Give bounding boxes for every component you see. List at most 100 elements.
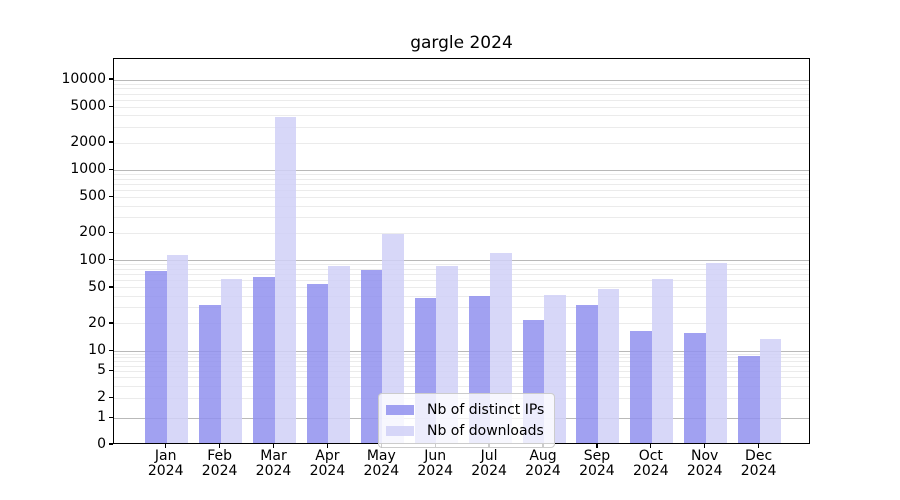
y-tick-mark-5: [109, 369, 113, 372]
x-tick-label-oct-2024: Oct 2024: [619, 449, 683, 479]
y-tick-mark-500: [109, 195, 113, 198]
x-tick-year: 2024: [363, 463, 400, 479]
x-tick-year: 2024: [201, 463, 238, 479]
legend: Nb of distinct IPs Nb of downloads: [378, 393, 556, 448]
x-tick-mark-sep: [596, 444, 598, 448]
bar-ips-mar: [253, 277, 275, 443]
y-tick-label-5: 5: [97, 362, 106, 379]
x-tick-month: Jun: [424, 448, 447, 464]
gridline-90: [114, 264, 809, 266]
y-tick-label-10000: 10000: [61, 71, 106, 88]
y-tick-label-1: 1: [97, 409, 106, 426]
x-tick-mark-apr: [326, 444, 329, 448]
x-tick-label-feb-2024: Feb 2024: [188, 449, 252, 479]
y-tick-mark-100: [109, 258, 113, 261]
y-tick-mark-1000: [109, 168, 113, 170]
bar-ips-apr: [306, 284, 329, 443]
gridline-500: [114, 196, 809, 198]
gridline-30: [114, 307, 809, 309]
gridline-20: [114, 323, 809, 325]
gridline-50: [114, 287, 809, 289]
x-tick-label-apr-2024: Apr 2024: [295, 449, 359, 479]
legend-entry-distinct-ips: Nb of distinct IPs: [386, 399, 544, 420]
gridline-800: [114, 178, 809, 180]
x-tick-mark-dec: [757, 444, 760, 448]
gridline-70: [114, 274, 809, 276]
plot-area: [113, 58, 810, 444]
legend-label-distinct-ips: Nb of distinct IPs: [427, 401, 545, 418]
bar-downloads-oct: [651, 279, 674, 443]
y-tick-label-1000: 1000: [70, 161, 106, 178]
y-tick-label-100: 100: [79, 251, 106, 268]
x-tick-year: 2024: [255, 463, 292, 479]
y-tick-mark-1: [109, 416, 113, 419]
y-tick-mark-5000: [109, 105, 113, 107]
x-tick-month: Jul: [480, 448, 498, 464]
y-tick-label-0: 0: [97, 436, 106, 452]
gridline-10000: [114, 79, 809, 81]
bar-downloads-sep: [597, 289, 620, 443]
gridline-6000: [114, 99, 809, 101]
gridline-2000: [114, 142, 809, 144]
x-tick-label-nov-2024: Nov 2024: [673, 449, 737, 479]
gridline-5000: [114, 106, 809, 108]
x-tick-year: 2024: [740, 463, 777, 479]
x-tick-month: Mar: [260, 448, 287, 464]
x-tick-label-jan-2024: Jan 2024: [134, 449, 198, 479]
gridline-6: [114, 365, 809, 367]
gridline-4: [114, 377, 809, 379]
y-tick-label-20: 20: [88, 314, 106, 331]
gridline-5: [114, 370, 809, 372]
x-tick-mark-nov: [704, 444, 706, 448]
gridline-300: [114, 216, 809, 218]
x-tick-month: Nov: [691, 448, 719, 464]
x-tick-year: 2024: [579, 463, 615, 479]
x-tick-mark-jan: [165, 444, 167, 448]
bar-downloads-may: [382, 234, 404, 443]
x-tick-year: 2024: [471, 463, 507, 479]
gridline-9000: [114, 83, 809, 85]
gridline-400: [114, 205, 809, 207]
gridline-4000: [114, 115, 809, 117]
x-tick-label-sep-2024: Sep 2024: [565, 449, 629, 479]
bar-downloads-feb: [220, 279, 243, 443]
chart-title: gargle 2024: [410, 33, 513, 53]
x-tick-month: Dec: [745, 448, 773, 464]
x-tick-label-may-2024: May 2024: [349, 449, 413, 479]
x-tick-mark-oct: [650, 444, 652, 448]
x-tick-label-dec-2024: Dec 2024: [727, 449, 791, 479]
x-tick-year: 2024: [309, 463, 346, 479]
gridline-1000: [114, 169, 809, 171]
x-tick-month: Aug: [529, 448, 557, 464]
gridline-200: [114, 232, 809, 234]
gridline-10: [114, 350, 809, 352]
y-tick-mark-0: [109, 443, 113, 445]
y-tick-mark-20: [109, 322, 113, 324]
y-tick-mark-10: [109, 349, 113, 351]
bar-downloads-dec: [759, 338, 782, 443]
gridline-3000: [114, 126, 809, 128]
y-tick-mark-2: [109, 396, 113, 398]
x-tick-month: May: [366, 448, 396, 464]
gridline-8000: [114, 88, 809, 90]
x-tick-month: Sep: [583, 448, 611, 464]
x-tick-month: Feb: [207, 448, 232, 464]
y-tick-label-2: 2: [97, 389, 106, 406]
x-tick-month: Jan: [154, 448, 177, 464]
y-tick-label-500: 500: [79, 188, 106, 205]
y-tick-label-200: 200: [79, 224, 106, 241]
gridline-7: [114, 361, 809, 363]
y-tick-label-10: 10: [88, 342, 106, 359]
bar-ips-feb: [199, 304, 221, 443]
y-tick-label-2000: 2000: [70, 134, 106, 151]
gridline-600: [114, 189, 809, 191]
bar-downloads-apr: [328, 266, 350, 443]
x-tick-year: 2024: [686, 463, 723, 479]
legend-entry-downloads: Nb of downloads: [386, 420, 544, 441]
x-tick-month: Oct: [638, 448, 663, 464]
bar-ips-jan: [145, 270, 167, 443]
gridline-700: [114, 183, 809, 185]
bar-ips-dec: [738, 355, 760, 443]
y-tick-label-5000: 5000: [70, 98, 106, 115]
